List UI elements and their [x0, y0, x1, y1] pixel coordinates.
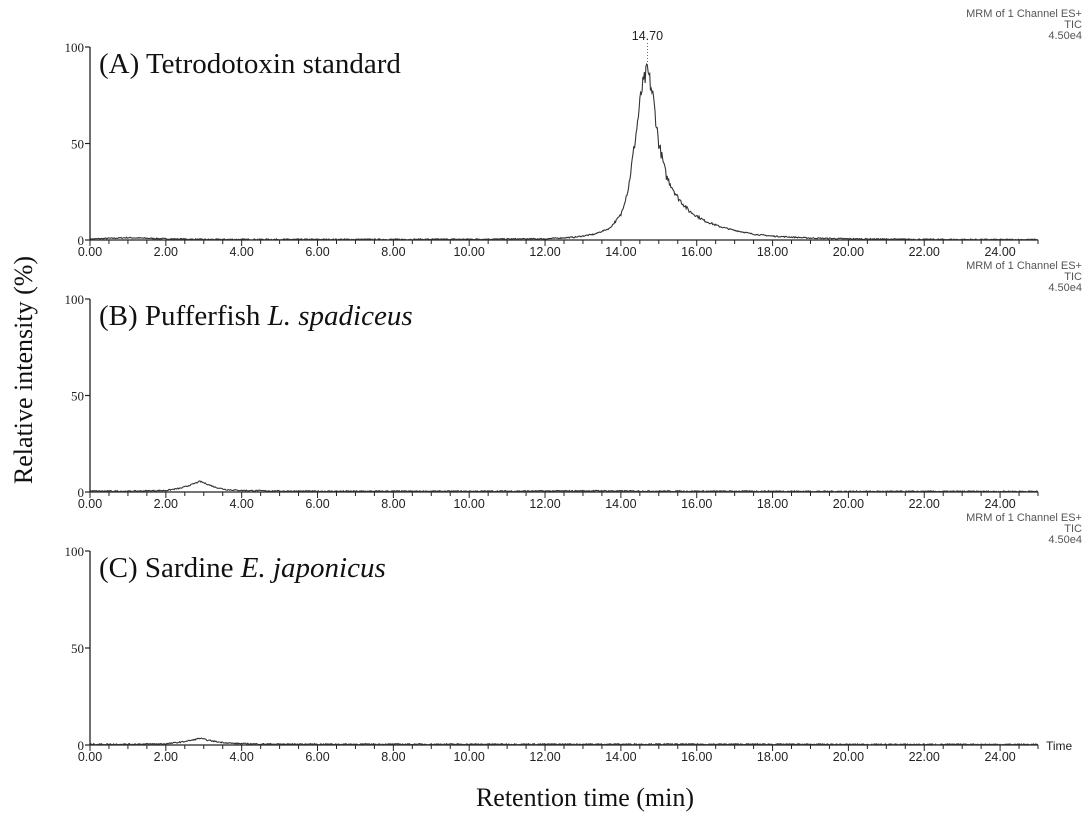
instrument-header-line: 4.50e4	[1048, 282, 1082, 294]
x-tick-label: 2.00	[154, 245, 178, 259]
x-tick-label: 4.00	[230, 245, 254, 259]
y-tick-label: 0	[78, 233, 85, 248]
x-tick-label: 18.00	[757, 750, 788, 764]
x-tick-label: 18.00	[757, 497, 788, 511]
x-axis-label: Retention time (min)	[476, 783, 694, 812]
x-tick-label: 14.00	[605, 750, 636, 764]
x-tick-label: 14.00	[605, 497, 636, 511]
instrument-header-line: MRM of 1 Channel ES+	[966, 260, 1082, 272]
x-tick-label: 20.00	[833, 497, 864, 511]
x-tick-label: 4.00	[230, 497, 254, 511]
x-tick-label: 24.00	[984, 750, 1015, 764]
panel-title: (C) Sardine E. japonicus	[99, 552, 386, 584]
time-axis-end-label: Time	[1046, 739, 1073, 753]
y-tick-label: 100	[65, 40, 85, 55]
panel-title: (A) Tetrodotoxin standard	[99, 48, 401, 80]
x-tick-label: 12.00	[529, 750, 560, 764]
y-tick-label: 100	[65, 544, 85, 559]
instrument-header-line: TIC	[1064, 19, 1082, 31]
instrument-header-line: MRM of 1 Channel ES+	[966, 8, 1082, 20]
x-tick-label: 22.00	[909, 750, 940, 764]
x-tick-label: 4.00	[230, 750, 254, 764]
x-tick-label: 2.00	[154, 750, 178, 764]
x-tick-label: 8.00	[381, 497, 405, 511]
chromatogram-trace	[89, 62, 1039, 241]
x-tick-label: 14.00	[605, 245, 636, 259]
x-tick-label: 10.00	[454, 497, 485, 511]
x-tick-label: 8.00	[381, 750, 405, 764]
panel-title: (B) Pufferfish L. spadiceus	[99, 300, 413, 332]
peak-label: 14.70	[632, 29, 663, 43]
panel-title-part: L. spadiceus	[267, 300, 413, 332]
y-tick-label: 50	[71, 137, 84, 152]
x-tick-label: 0.00	[78, 497, 102, 511]
x-tick-label: 24.00	[984, 245, 1015, 259]
chromatogram-trace	[89, 737, 1039, 746]
chart-panels: 0 50 100 0.00 2.00 4.00 6.00 8.00 10.00 12.00 14.0…	[65, 8, 1083, 764]
x-tick-label: 20.00	[833, 750, 864, 764]
x-tick-label: 22.00	[909, 245, 940, 259]
x-tick-label: 0.00	[78, 245, 102, 259]
y-tick-label: 0	[78, 738, 85, 753]
chromatogram-trace	[89, 480, 1039, 493]
x-tick-label: 6.00	[305, 497, 329, 511]
panel-title-part: E. japonicus	[240, 552, 386, 584]
x-tick-label: 12.00	[529, 497, 560, 511]
y-tick-label: 50	[71, 641, 84, 656]
panel-title-part: (A) Tetrodotoxin standard	[99, 48, 401, 80]
x-tick-label: 22.00	[909, 497, 940, 511]
x-tick-label: 16.00	[681, 750, 712, 764]
x-tick-label: 18.00	[757, 245, 788, 259]
x-tick-label: 16.00	[681, 245, 712, 259]
x-tick-label: 20.00	[833, 245, 864, 259]
x-tick-label: 10.00	[454, 245, 485, 259]
x-tick-label: 6.00	[305, 750, 329, 764]
panel-c: 0 50 100 0.00 2.00 4.00 6.00 8.00 10.00 12.00 14.0…	[65, 512, 1083, 764]
x-tick-label: 8.00	[381, 245, 405, 259]
x-tick-label: 12.00	[529, 245, 560, 259]
y-tick-label: 50	[71, 389, 84, 404]
instrument-header-line: TIC	[1064, 271, 1082, 283]
x-tick-label: 16.00	[681, 497, 712, 511]
instrument-header-line: 4.50e4	[1048, 30, 1082, 42]
instrument-header-line: TIC	[1064, 523, 1082, 535]
y-tick-label: 100	[65, 292, 85, 307]
y-tick-label: 0	[78, 485, 85, 500]
instrument-header-line: 4.50e4	[1048, 534, 1082, 546]
x-tick-label: 24.00	[984, 497, 1015, 511]
x-tick-label: 6.00	[305, 245, 329, 259]
x-tick-label: 0.00	[78, 750, 102, 764]
x-tick-label: 10.00	[454, 750, 485, 764]
panel-title-part: (C) Sardine	[99, 552, 241, 584]
panel-b: 0 50 100 0.00 2.00 4.00 6.00 8.00 10.00 12.00 14.0…	[65, 260, 1083, 511]
panel-title-part: (B) Pufferfish	[99, 300, 268, 332]
x-tick-label: 2.00	[154, 497, 178, 511]
y-axis-label: Relative intensity (%)	[9, 256, 38, 484]
instrument-header-line: MRM of 1 Channel ES+	[966, 512, 1082, 524]
panel-a: 0 50 100 0.00 2.00 4.00 6.00 8.00 10.00 12.00 14.0…	[65, 8, 1083, 259]
